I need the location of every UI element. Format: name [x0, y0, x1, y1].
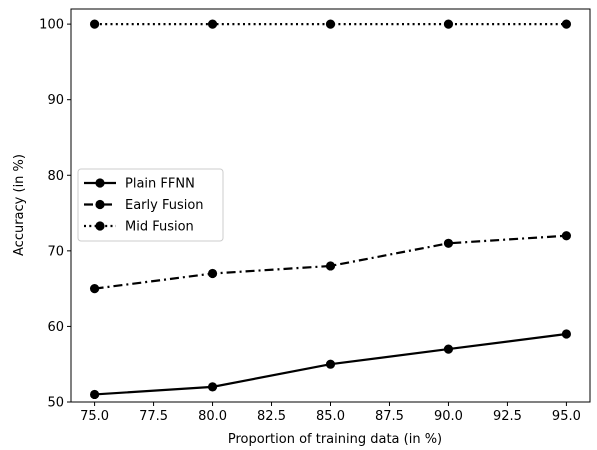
y-tick-label: 60 — [47, 320, 64, 335]
data-point-early-fusion — [207, 268, 218, 279]
legend-label-early-fusion: Early Fusion — [125, 198, 204, 213]
data-point-plain-ffnn — [89, 389, 100, 400]
x-tick-label: 87.5 — [375, 409, 404, 424]
y-tick-label: 90 — [47, 93, 64, 108]
x-tick-label: 90.0 — [434, 409, 463, 424]
y-axis-label: Accuracy (in %) — [12, 154, 27, 256]
data-point-early-fusion — [561, 231, 572, 241]
legend-box — [77, 168, 224, 242]
legend-marker-mid-fusion — [95, 221, 105, 231]
y-tick-label: 70 — [47, 244, 64, 259]
legend: Plain FFNN Early Fusion Mid Fusion — [77, 168, 224, 242]
x-tick-label: 75.0 — [80, 409, 109, 424]
data-point-mid-fusion — [443, 19, 454, 29]
legend-marker-early-fusion — [95, 199, 105, 210]
plot-markers — [89, 19, 572, 400]
x-tick-label: 77.5 — [139, 409, 168, 424]
legend-label-mid-fusion: Mid Fusion — [125, 220, 194, 235]
x-tick-label: 80.0 — [198, 409, 227, 424]
x-tick-label: 85.0 — [316, 409, 345, 424]
data-point-plain-ffnn — [561, 329, 572, 339]
legend-label-plain-ffnn: Plain FFNN — [125, 177, 195, 192]
data-point-early-fusion — [89, 284, 100, 294]
x-tick-label: 95.0 — [552, 409, 581, 424]
y-axis-ticks: 50 60 70 80 90 100 — [39, 18, 71, 411]
legend-marker-plain-ffnn — [95, 178, 105, 188]
data-point-early-fusion — [325, 261, 336, 271]
data-point-plain-ffnn — [207, 382, 218, 392]
x-tick-label: 92.5 — [493, 409, 522, 424]
data-point-mid-fusion — [325, 19, 336, 29]
x-axis-label: Proportion of training data (in %) — [228, 432, 442, 446]
series-line-early-fusion — [94, 234, 567, 290]
y-tick-label: 100 — [39, 18, 64, 33]
data-point-mid-fusion — [89, 19, 100, 29]
data-point-mid-fusion — [207, 19, 218, 29]
data-point-early-fusion — [443, 238, 454, 248]
data-point-plain-ffnn — [443, 344, 454, 354]
data-point-plain-ffnn — [325, 359, 336, 369]
y-tick-label: 50 — [47, 396, 64, 411]
data-point-mid-fusion — [561, 19, 572, 29]
x-axis-ticks: 75.0 77.5 80.0 82.5 85.0 87.5 90.0 92.5 95.0 — [80, 402, 581, 424]
x-tick-label: 82.5 — [257, 409, 286, 424]
legend-items: Plain FFNN Early Fusion Mid Fusion — [84, 177, 204, 235]
y-tick-label: 80 — [47, 169, 64, 184]
